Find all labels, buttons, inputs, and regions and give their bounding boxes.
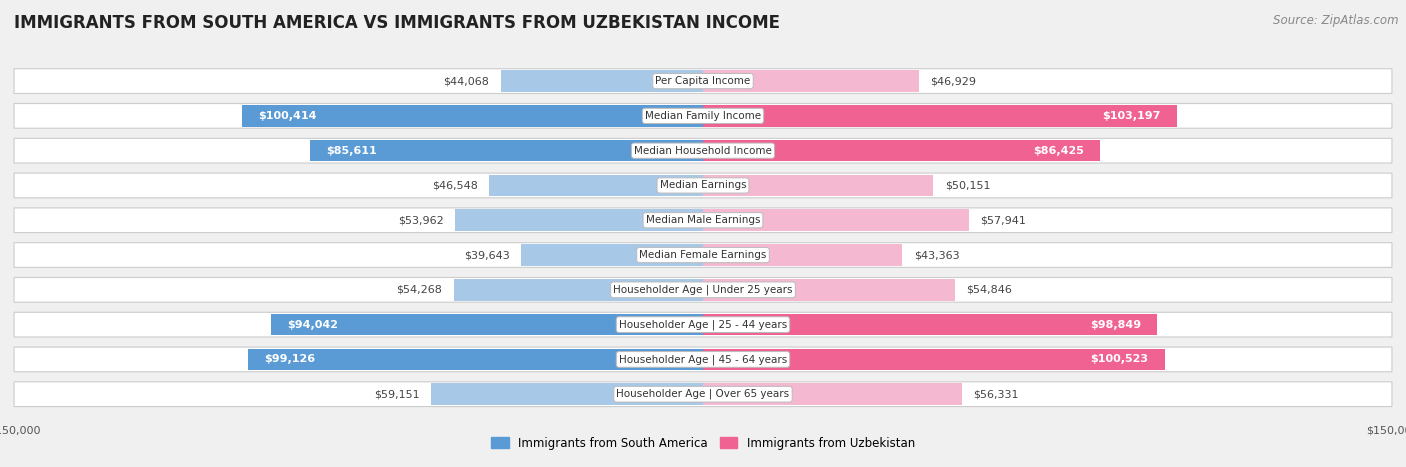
Bar	[247, 349, 703, 370]
FancyBboxPatch shape	[14, 208, 1392, 233]
FancyBboxPatch shape	[14, 173, 1392, 198]
Text: $56,331: $56,331	[973, 389, 1019, 399]
Text: $103,197: $103,197	[1102, 111, 1161, 121]
Text: $59,151: $59,151	[374, 389, 420, 399]
Bar	[703, 71, 918, 92]
Bar	[703, 210, 969, 231]
Text: Median Male Earnings: Median Male Earnings	[645, 215, 761, 225]
Bar	[520, 244, 703, 266]
FancyBboxPatch shape	[14, 382, 1392, 407]
Text: $50,151: $50,151	[945, 180, 990, 191]
Text: Householder Age | Under 25 years: Householder Age | Under 25 years	[613, 284, 793, 295]
Text: Median Earnings: Median Earnings	[659, 180, 747, 191]
FancyBboxPatch shape	[14, 243, 1392, 268]
FancyBboxPatch shape	[14, 312, 1392, 337]
Text: $53,962: $53,962	[398, 215, 444, 225]
Bar	[703, 244, 903, 266]
Text: $57,941: $57,941	[980, 215, 1026, 225]
Text: $85,611: $85,611	[326, 146, 377, 156]
FancyBboxPatch shape	[14, 138, 1392, 163]
Text: $46,548: $46,548	[432, 180, 478, 191]
Text: $39,643: $39,643	[464, 250, 509, 260]
FancyBboxPatch shape	[14, 347, 1392, 372]
FancyBboxPatch shape	[14, 277, 1392, 302]
Text: IMMIGRANTS FROM SOUTH AMERICA VS IMMIGRANTS FROM UZBEKISTAN INCOME: IMMIGRANTS FROM SOUTH AMERICA VS IMMIGRA…	[14, 14, 780, 32]
Text: $44,068: $44,068	[443, 76, 489, 86]
Text: Median Family Income: Median Family Income	[645, 111, 761, 121]
Text: $54,268: $54,268	[396, 285, 443, 295]
FancyBboxPatch shape	[14, 104, 1392, 128]
Text: $100,523: $100,523	[1091, 354, 1149, 364]
Text: Householder Age | Over 65 years: Householder Age | Over 65 years	[616, 389, 790, 399]
Text: $86,425: $86,425	[1033, 146, 1084, 156]
Bar	[703, 314, 1157, 335]
Text: Median Female Earnings: Median Female Earnings	[640, 250, 766, 260]
Text: $99,126: $99,126	[264, 354, 315, 364]
Text: $46,929: $46,929	[929, 76, 976, 86]
Bar	[271, 314, 703, 335]
FancyBboxPatch shape	[14, 69, 1392, 93]
Text: $100,414: $100,414	[257, 111, 316, 121]
Bar	[309, 140, 703, 162]
Bar	[456, 210, 703, 231]
Text: $43,363: $43,363	[914, 250, 959, 260]
Bar	[432, 383, 703, 405]
Bar	[703, 175, 934, 196]
Text: Per Capita Income: Per Capita Income	[655, 76, 751, 86]
Bar	[703, 349, 1164, 370]
Legend: Immigrants from South America, Immigrants from Uzbekistan: Immigrants from South America, Immigrant…	[486, 432, 920, 454]
Text: Source: ZipAtlas.com: Source: ZipAtlas.com	[1274, 14, 1399, 27]
Bar	[501, 71, 703, 92]
Text: $54,846: $54,846	[966, 285, 1012, 295]
Text: $94,042: $94,042	[287, 319, 339, 330]
Bar	[703, 383, 962, 405]
Text: Median Household Income: Median Household Income	[634, 146, 772, 156]
Bar	[703, 279, 955, 301]
Text: $98,849: $98,849	[1090, 319, 1140, 330]
Text: Householder Age | 25 - 44 years: Householder Age | 25 - 44 years	[619, 319, 787, 330]
Bar	[703, 140, 1099, 162]
Bar	[242, 105, 703, 127]
Bar	[489, 175, 703, 196]
Bar	[454, 279, 703, 301]
Text: Householder Age | 45 - 64 years: Householder Age | 45 - 64 years	[619, 354, 787, 365]
Bar	[703, 105, 1177, 127]
